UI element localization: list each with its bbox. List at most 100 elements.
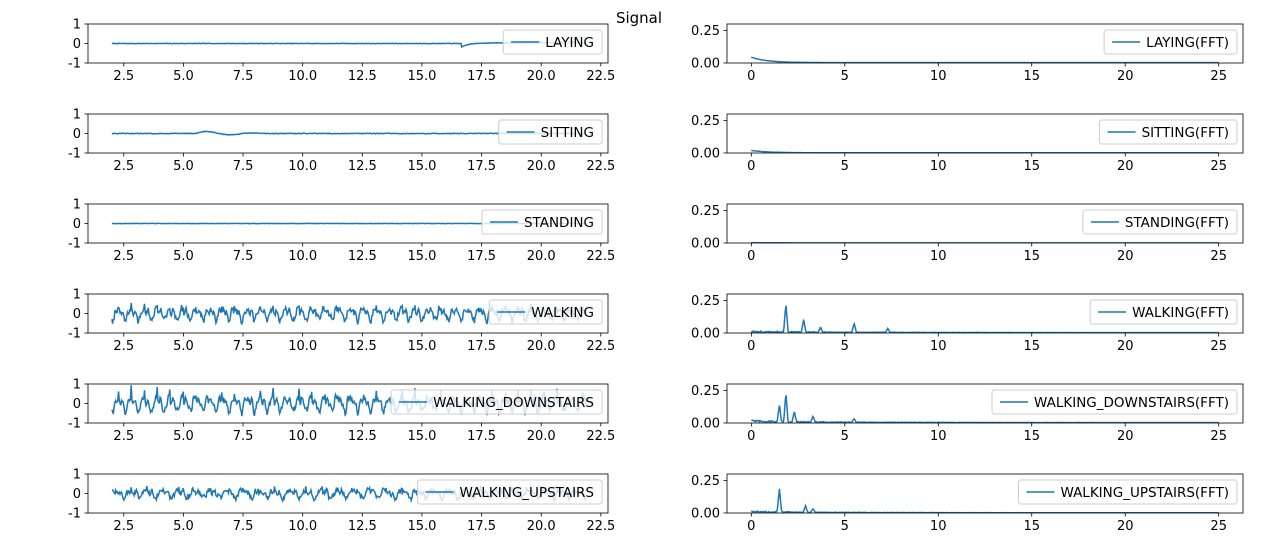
legend: WALKING_UPSTAIRS	[418, 480, 602, 504]
x-tick-label: 10	[930, 429, 947, 444]
x-tick-label: 15.0	[407, 519, 436, 534]
x-tick-label: 25	[1210, 519, 1227, 534]
x-tick-label: 15.0	[407, 249, 436, 264]
x-tick-label: 22.5	[586, 159, 615, 174]
x-tick-label: 5	[841, 429, 849, 444]
x-tick-label: 5	[841, 159, 849, 174]
y-tick-label: 0	[73, 217, 81, 232]
x-tick-label: 12.5	[348, 69, 377, 84]
x-tick-label: 2.5	[113, 339, 134, 354]
x-tick-label: 2.5	[113, 69, 134, 84]
x-tick-label: 17.5	[467, 339, 496, 354]
x-tick-label: 7.5	[233, 159, 254, 174]
y-tick-label: 1	[73, 378, 81, 393]
legend: WALKING_UPSTAIRS(FFT)	[1018, 480, 1237, 504]
x-tick-label: 20.0	[527, 249, 556, 264]
x-tick-label: 5	[841, 339, 849, 354]
x-tick-label: 5.0	[173, 519, 194, 534]
x-tick-label: 17.5	[467, 519, 496, 534]
legend: LAYING	[503, 30, 602, 54]
x-tick-label: 5.0	[173, 159, 194, 174]
x-tick-label: 2.5	[113, 519, 134, 534]
y-tick-label: 0.25	[691, 114, 720, 129]
y-tick-label: 0	[73, 127, 81, 142]
x-tick-label: 22.5	[586, 429, 615, 444]
x-tick-label: 2.5	[113, 159, 134, 174]
legend: WALKING	[489, 300, 602, 324]
x-tick-label: 10	[930, 519, 947, 534]
x-tick-label: 7.5	[233, 519, 254, 534]
legend-label: LAYING	[545, 35, 594, 51]
x-tick-label: 15	[1023, 339, 1040, 354]
subplot-laying: 2.5 5.0 7.5 10.0 12.5 15.0 17.5 20.0 22.5 -1 0 1 LAY…	[68, 18, 615, 85]
x-tick-label: 22.5	[586, 69, 615, 84]
x-tick-label: 5	[841, 69, 849, 84]
x-tick-label: 10	[930, 339, 947, 354]
x-tick-label: 22.5	[586, 519, 615, 534]
x-tick-label: 17.5	[467, 159, 496, 174]
y-tick-label: 0.00	[691, 57, 720, 72]
legend-label: WALKING_UPSTAIRS	[460, 485, 594, 501]
x-tick-label: 0	[747, 69, 755, 84]
subplot-sitting: 2.5 5.0 7.5 10.0 12.5 15.0 17.5 20.0 22.5 -1 0 1 SIT…	[68, 108, 615, 175]
x-tick-label: 15	[1023, 159, 1040, 174]
x-tick-label: 25	[1210, 339, 1227, 354]
legend: WALKING_DOWNSTAIRS(FFT)	[992, 390, 1237, 414]
y-tick-label: -1	[68, 327, 81, 342]
legend: SITTING(FFT)	[1100, 120, 1237, 144]
x-tick-label: 15.0	[407, 429, 436, 444]
y-tick-label: 0	[73, 397, 81, 412]
legend-label: SITTING(FFT)	[1142, 125, 1229, 141]
x-tick-label: 12.5	[348, 159, 377, 174]
x-tick-label: 22.5	[586, 249, 615, 264]
subplot-standingfft: 0 5 10 15 20 25 0.00 0.25 STANDING(FFT)	[691, 204, 1243, 264]
legend-label: SITTING	[541, 125, 594, 141]
x-tick-label: 12.5	[348, 339, 377, 354]
x-tick-label: 20	[1117, 159, 1134, 174]
x-tick-label: 15	[1023, 249, 1040, 264]
x-tick-label: 20	[1117, 429, 1134, 444]
legend-label: STANDING	[524, 215, 594, 231]
x-tick-label: 5	[841, 249, 849, 264]
x-tick-label: 10	[930, 249, 947, 264]
x-tick-label: 5	[841, 519, 849, 534]
legend: WALKING(FFT)	[1090, 300, 1237, 324]
y-tick-label: -1	[68, 147, 81, 162]
series-line	[751, 57, 1218, 63]
legend: SITTING	[499, 120, 602, 144]
y-tick-label: -1	[68, 237, 81, 252]
series-line	[751, 150, 1218, 152]
x-tick-label: 7.5	[233, 69, 254, 84]
x-tick-label: 10.0	[288, 339, 317, 354]
y-tick-label: 0.00	[691, 327, 720, 342]
subplot-layingfft: 0 5 10 15 20 25 0.00 0.25 LAYING(FFT)	[691, 24, 1243, 84]
y-tick-label: -1	[68, 417, 81, 432]
y-tick-label: 0.00	[691, 507, 720, 522]
x-tick-label: 12.5	[348, 519, 377, 534]
subplot-grid: 2.5 5.0 7.5 10.0 12.5 15.0 17.5 20.0 22.5-101LAY…	[68, 18, 1243, 535]
x-tick-label: 0	[747, 249, 755, 264]
y-tick-label: 1	[73, 108, 81, 123]
x-tick-label: 7.5	[233, 339, 254, 354]
x-tick-label: 20.0	[527, 429, 556, 444]
x-tick-label: 5.0	[173, 429, 194, 444]
x-tick-label: 17.5	[467, 249, 496, 264]
x-tick-label: 15.0	[407, 69, 436, 84]
legend: STANDING(FFT)	[1083, 210, 1237, 234]
legend: STANDING	[482, 210, 602, 234]
x-tick-label: 5.0	[173, 69, 194, 84]
x-tick-label: 15.0	[407, 159, 436, 174]
y-tick-label: 0	[73, 37, 81, 52]
x-tick-label: 10.0	[288, 159, 317, 174]
x-tick-label: 15.0	[407, 339, 436, 354]
y-tick-label: -1	[68, 57, 81, 72]
subplot-walking: 2.5 5.0 7.5 10.0 12.5 15.0 17.5 20.0 22.5 -1 0 1 WAL…	[68, 288, 615, 355]
x-tick-label: 15	[1023, 69, 1040, 84]
y-tick-label: 0.25	[691, 204, 720, 219]
y-tick-label: 0.25	[691, 24, 720, 39]
y-tick-label: 1	[73, 198, 81, 213]
legend-label: LAYING(FFT)	[1146, 35, 1229, 51]
y-tick-label: 0.25	[691, 294, 720, 309]
x-tick-label: 15	[1023, 519, 1040, 534]
x-tick-label: 7.5	[233, 429, 254, 444]
